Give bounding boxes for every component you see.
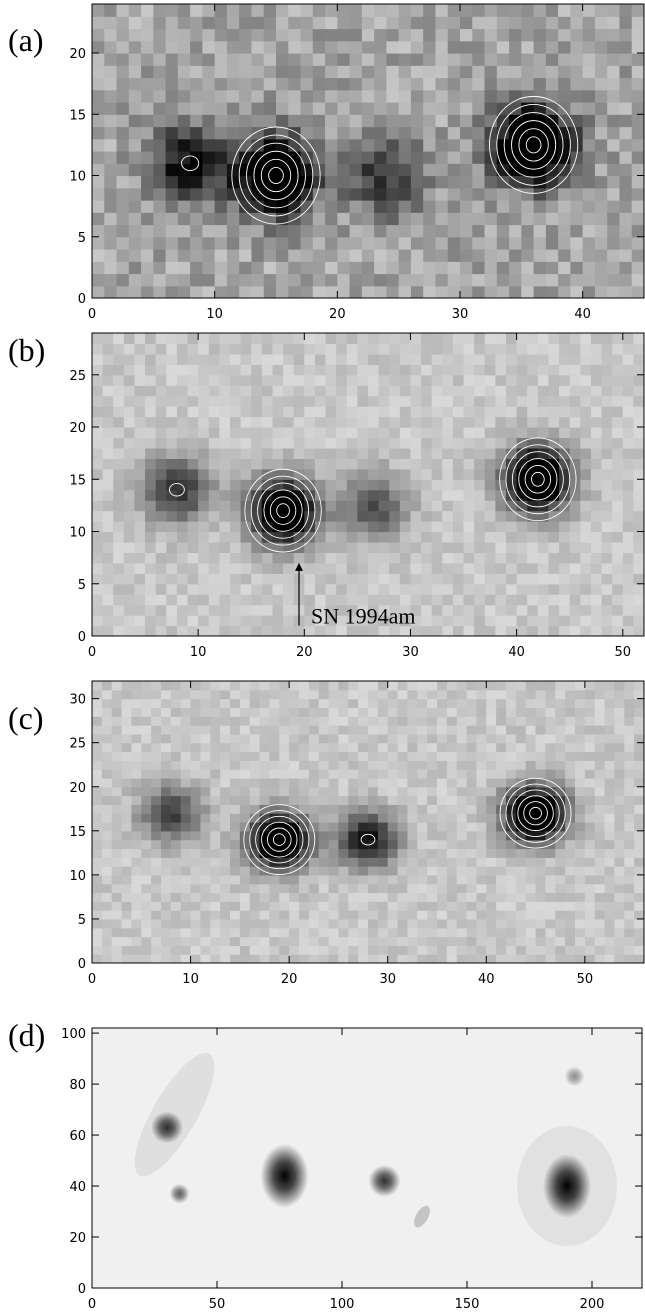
y-tick-label: 5 bbox=[78, 231, 86, 246]
y-tick-label: 60 bbox=[69, 1129, 86, 1144]
x-tick-label: 10 bbox=[190, 645, 207, 660]
y-tick-label: 0 bbox=[78, 1282, 86, 1297]
x-tick-label: 30 bbox=[452, 307, 469, 322]
y-tick-label: 15 bbox=[69, 825, 86, 840]
x-tick-label: 0 bbox=[88, 307, 96, 322]
y-tick-label: 30 bbox=[69, 693, 86, 708]
y-tick-label: 40 bbox=[69, 1180, 86, 1195]
panel-a-label: (a) bbox=[8, 22, 44, 58]
x-tick-label: 10 bbox=[182, 972, 199, 987]
sn-1994am-label: SN 1994am bbox=[311, 604, 416, 629]
y-tick-label: 15 bbox=[69, 108, 86, 123]
x-tick-label: 40 bbox=[478, 972, 495, 987]
y-tick-label: 80 bbox=[69, 1078, 86, 1093]
x-tick-label: 100 bbox=[330, 1297, 355, 1312]
y-tick-label: 10 bbox=[69, 526, 86, 541]
y-tick-label: 0 bbox=[78, 630, 86, 645]
x-tick-label: 20 bbox=[281, 972, 298, 987]
x-tick-label: 0 bbox=[88, 645, 96, 660]
y-tick-label: 20 bbox=[69, 781, 86, 796]
y-tick-label: 100 bbox=[61, 1027, 86, 1042]
y-tick-label: 20 bbox=[69, 1231, 86, 1246]
x-tick-label: 0 bbox=[88, 972, 96, 987]
y-tick-label: 20 bbox=[69, 47, 86, 62]
panel-c-label: (c) bbox=[8, 700, 44, 736]
y-tick-label: 25 bbox=[69, 369, 86, 384]
y-tick-label: 10 bbox=[69, 170, 86, 185]
x-tick-label: 40 bbox=[508, 645, 525, 660]
panel-d-label: (d) bbox=[8, 1017, 46, 1053]
x-tick-label: 200 bbox=[580, 1297, 605, 1312]
x-tick-label: 50 bbox=[577, 972, 594, 987]
y-tick-label: 15 bbox=[69, 473, 86, 488]
panel-b-label: (b) bbox=[8, 332, 46, 368]
y-tick-label: 5 bbox=[78, 913, 86, 928]
x-tick-label: 50 bbox=[209, 1297, 226, 1312]
y-tick-label: 20 bbox=[69, 421, 86, 436]
y-tick-label: 10 bbox=[69, 869, 86, 884]
y-tick-label: 0 bbox=[78, 957, 86, 972]
x-tick-label: 40 bbox=[574, 307, 591, 322]
x-tick-label: 50 bbox=[614, 645, 631, 660]
y-tick-label: 0 bbox=[78, 292, 86, 307]
x-tick-label: 0 bbox=[88, 1297, 96, 1312]
y-tick-label: 5 bbox=[78, 578, 86, 593]
y-tick-label: 25 bbox=[69, 737, 86, 752]
x-tick-label: 20 bbox=[296, 645, 313, 660]
x-tick-label: 30 bbox=[402, 645, 419, 660]
x-tick-label: 10 bbox=[206, 307, 223, 322]
x-tick-label: 150 bbox=[455, 1297, 480, 1312]
x-tick-label: 20 bbox=[329, 307, 346, 322]
x-tick-label: 30 bbox=[379, 972, 396, 987]
